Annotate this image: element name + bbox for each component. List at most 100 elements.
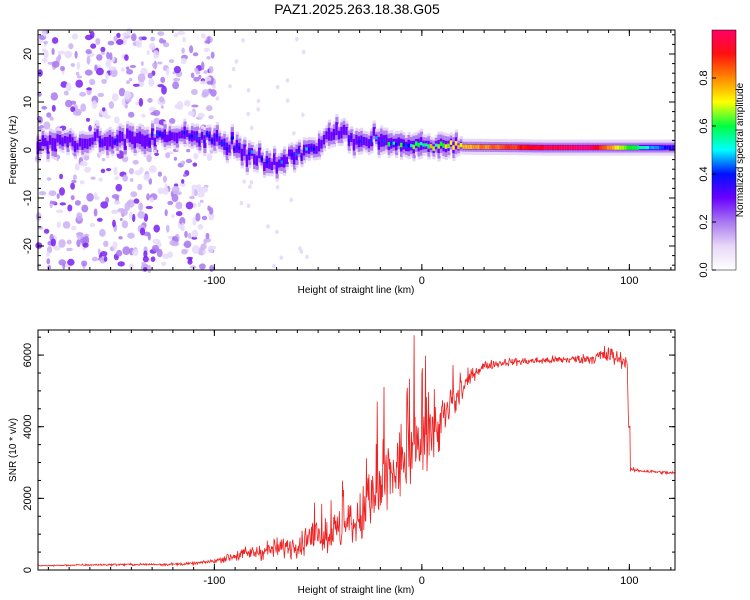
- ridge-peak: [61, 140, 65, 144]
- ridge-core: [258, 147, 262, 159]
- spectrogram-noise-blob: [168, 59, 175, 63]
- colorbar-gradient: [711, 29, 737, 271]
- spectrogram-noise-blob: [100, 46, 106, 53]
- spectrogram-noise-blob: [146, 50, 150, 55]
- spectrogram-noise-blob: [75, 79, 83, 88]
- spectrogram-noise-blob: [173, 65, 181, 74]
- spectrogram-noise-blob: [150, 111, 157, 116]
- ridge-core: [91, 137, 95, 145]
- spectrogram-noise-blob: [184, 230, 188, 238]
- spectrogram-noise-blob: [149, 197, 154, 203]
- spectrogram-noise-blob: [212, 84, 216, 89]
- ridge-peak: [639, 146, 643, 150]
- spectrogram-noise-blob: [298, 246, 302, 251]
- spectrogram-noise-blob: [66, 247, 73, 252]
- ridge-peak: [606, 145, 610, 150]
- ridge-peak: [524, 145, 528, 150]
- spectrogram-noise-blob: [143, 173, 151, 181]
- ridge-peak: [462, 144, 466, 149]
- spectrogram-noise-blob: [246, 88, 251, 93]
- spectrogram-noise-blob: [157, 31, 165, 36]
- spectrogram-noise-blob: [186, 148, 191, 153]
- spectrogram-noise-blob: [193, 76, 200, 82]
- spectrogram-noise-blob: [59, 187, 65, 196]
- spectrogram-noise-blob: [109, 52, 113, 61]
- ridge-peak: [576, 145, 580, 150]
- spectrogram-noise-blob: [132, 213, 136, 223]
- spectrogram-noise-blob: [150, 36, 156, 42]
- ridge-core: [168, 130, 172, 142]
- spectrogram-noise-blob: [135, 39, 142, 48]
- spectrogram-noise-blob: [113, 200, 121, 205]
- ridge-core: [66, 136, 70, 148]
- spectrogram-noise-blob: [41, 48, 47, 52]
- spectrogram-noise-blob: [105, 60, 112, 68]
- ridge-peak: [439, 141, 444, 146]
- spectrogram-noise-blob: [169, 118, 176, 124]
- spectrogram-noise-blob: [125, 66, 130, 70]
- ridge-peak: [514, 145, 518, 150]
- y-tick-label: 2000: [22, 486, 34, 510]
- spectrogram-noise-blob: [97, 248, 101, 255]
- spectrogram-noise-blob: [205, 232, 210, 240]
- ridge-peak: [666, 146, 670, 150]
- spectrogram-noise-blob: [199, 263, 206, 270]
- spectrogram-noise-blob: [150, 256, 156, 263]
- ridge-peak: [444, 144, 448, 149]
- ridge-peak: [589, 145, 593, 150]
- ridge-peak: [375, 136, 379, 140]
- ridge-peak: [477, 144, 481, 150]
- ridge-peak: [546, 145, 551, 150]
- ridge-core: [278, 159, 282, 168]
- ridge-core: [44, 138, 48, 147]
- ridge-core: [253, 153, 257, 165]
- spectrogram-noise-blob: [140, 67, 148, 76]
- ridge-core: [352, 138, 356, 151]
- spectrogram-noise-blob: [76, 75, 82, 79]
- ridge-peak: [559, 145, 563, 150]
- spectrogram-noise-blob: [242, 179, 246, 184]
- ridge-peak: [422, 143, 426, 147]
- spectrogram-noise-blob: [167, 200, 174, 206]
- spectrogram-noise-blob: [215, 96, 220, 101]
- spectrogram-noise-blob: [181, 47, 185, 54]
- spectrogram-noise-blob: [191, 88, 198, 96]
- spectrogram-noise-blob: [185, 158, 193, 164]
- spectrogram-noise-blob: [67, 204, 73, 212]
- spectrogram-noise-blob: [43, 121, 51, 130]
- spectrogram-noise-blob: [147, 72, 153, 79]
- spectrogram-noise-blob: [285, 78, 290, 83]
- spectrogram-noise-blob: [174, 104, 180, 109]
- ridge-peak: [151, 132, 155, 136]
- ridge-peak: [539, 145, 543, 150]
- ridge-core: [325, 131, 329, 140]
- ridge-peak: [424, 143, 429, 147]
- ridge-peak: [210, 139, 214, 143]
- spectrogram-noise-blob: [58, 259, 66, 266]
- ridge-peak: [248, 152, 252, 156]
- ridge-core: [41, 135, 45, 146]
- snr-x-axis-label: Height of straight line (km): [298, 585, 415, 596]
- ridge-peak: [305, 147, 309, 151]
- spectrogram-noise-blob: [112, 219, 116, 228]
- spectrogram-noise-blob: [74, 50, 78, 59]
- ridge-peak: [661, 146, 665, 150]
- spectrogram-noise-blob: [195, 70, 201, 75]
- spectrogram-noise-blob: [79, 91, 87, 97]
- spectrogram-noise-blob: [112, 241, 118, 250]
- spectrogram-noise-blob: [127, 200, 132, 205]
- ridge-peak: [454, 141, 458, 146]
- ridge-peak: [265, 160, 269, 164]
- ridge-peak: [504, 144, 508, 150]
- spectrogram-noise-blob: [118, 87, 126, 97]
- spectrogram-noise-blob: [75, 71, 80, 76]
- spectrogram-noise-blob: [156, 248, 163, 258]
- colorbar-tick-label: 0.0: [698, 262, 710, 277]
- spectrogram-noise-blob: [204, 40, 210, 44]
- ridge-peak: [307, 147, 312, 151]
- spectrogram-noise-blob: [189, 265, 197, 269]
- spectrogram-noise-blob: [83, 233, 90, 237]
- spectrogram-noise-blob: [81, 260, 88, 267]
- spectrogram-noise-blob: [146, 154, 152, 163]
- snr-line: [37, 335, 676, 568]
